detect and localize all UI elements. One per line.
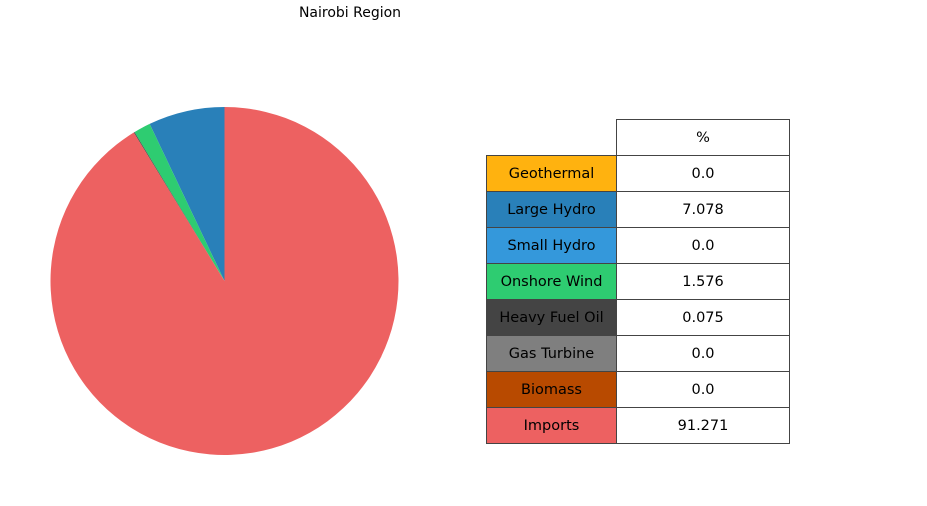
table-row-biomass: Biomass 0.0: [487, 372, 790, 408]
legend-label: Onshore Wind: [487, 264, 617, 300]
legend-label: Small Hydro: [487, 228, 617, 264]
legend-value: 91.271: [617, 408, 790, 444]
table-row-heavy-fuel-oil: Heavy Fuel Oil 0.075: [487, 300, 790, 336]
table-row-imports: Imports 91.271: [487, 408, 790, 444]
legend-label: Heavy Fuel Oil: [487, 300, 617, 336]
pie-slices: [50, 107, 398, 455]
legend-label: Imports: [487, 408, 617, 444]
pie-slice-imports: [50, 107, 398, 455]
table-row-onshore-wind: Onshore Wind 1.576: [487, 264, 790, 300]
legend-value: 0.0: [617, 336, 790, 372]
legend-label: Geothermal: [487, 156, 617, 192]
legend-label: Large Hydro: [487, 192, 617, 228]
legend-table: % Geothermal 0.0 Large Hydro 7.078 Small Hyd…: [486, 119, 790, 444]
table-corner: [487, 120, 617, 156]
legend-label: Biomass: [487, 372, 617, 408]
table-row-small-hydro: Small Hydro 0.0: [487, 228, 790, 264]
table-row-large-hydro: Large Hydro 7.078: [487, 192, 790, 228]
legend-value: 0.0: [617, 156, 790, 192]
legend-value: 0.075: [617, 300, 790, 336]
legend-value: 0.0: [617, 372, 790, 408]
column-header: %: [617, 120, 790, 156]
pie-chart: [0, 0, 480, 506]
table-row-geothermal: Geothermal 0.0: [487, 156, 790, 192]
legend-value: 0.0: [617, 228, 790, 264]
legend-value: 1.576: [617, 264, 790, 300]
table-row-gas-turbine: Gas Turbine 0.0: [487, 336, 790, 372]
table-header-row: %: [487, 120, 790, 156]
table-body: Geothermal 0.0 Large Hydro 7.078 Small Hydro…: [487, 156, 790, 444]
legend-label: Gas Turbine: [487, 336, 617, 372]
legend-value: 7.078: [617, 192, 790, 228]
